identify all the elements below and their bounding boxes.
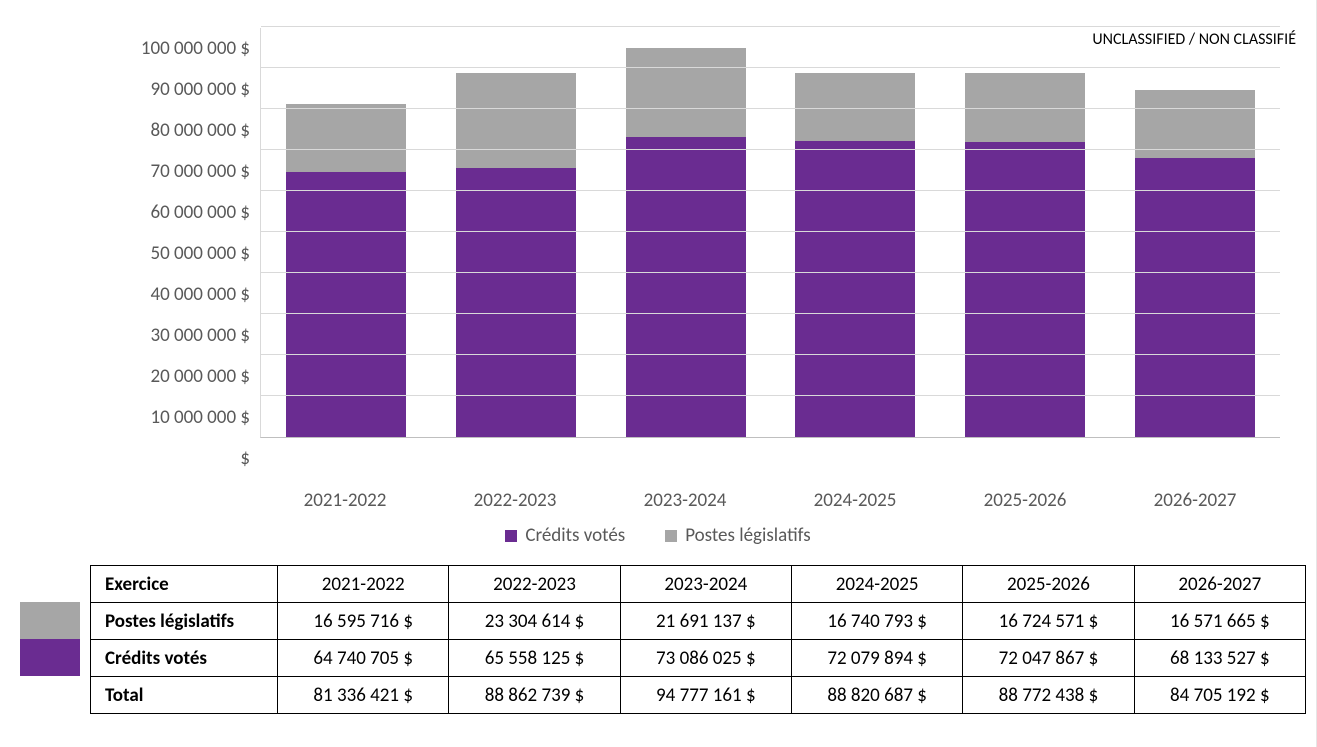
table-cell: 88 862 739 $ xyxy=(449,677,620,714)
table-row: Crédits votés 64 740 705 $ 65 558 125 $ … xyxy=(91,640,1306,677)
x-tick: 2023-2024 xyxy=(625,489,745,512)
bar-group xyxy=(965,73,1085,437)
table-row-label: Crédits votés xyxy=(91,640,278,677)
table-row-label: Total xyxy=(91,677,278,714)
plot-area xyxy=(260,28,1280,438)
table-cell: 88 772 438 $ xyxy=(963,677,1134,714)
y-tick: 50 000 000 $ xyxy=(150,233,260,274)
table-cell: 16 724 571 $ xyxy=(963,603,1134,640)
bar-group xyxy=(456,73,576,437)
legend-swatch-icon xyxy=(665,530,677,542)
bar-group xyxy=(626,48,746,437)
gridline xyxy=(261,231,1280,232)
gridline xyxy=(261,67,1280,68)
data-table: Exercice 2021-2022 2022-2023 2023-2024 2… xyxy=(90,565,1306,714)
gridline xyxy=(261,354,1280,355)
table-cell: 72 047 867 $ xyxy=(963,640,1134,677)
legend-label: Crédits votés xyxy=(525,524,625,547)
chart-area: 100 000 000 $ 90 000 000 $ 80 000 000 $ … xyxy=(90,28,1306,479)
legend-item-credits: Crédits votés xyxy=(505,524,625,547)
table-cell: 65 558 125 $ xyxy=(449,640,620,677)
table-cell: 88 820 687 $ xyxy=(791,677,962,714)
table-header-col: 2022-2023 xyxy=(449,566,620,603)
x-tick: 2024-2025 xyxy=(795,489,915,512)
gridline xyxy=(261,395,1280,396)
x-tick: 2021-2022 xyxy=(285,489,405,512)
table-cell: 81 336 421 $ xyxy=(278,677,449,714)
bar-group xyxy=(1135,90,1255,437)
swatch-spacer xyxy=(20,565,80,602)
bar-segment xyxy=(456,73,576,169)
table-row-swatches xyxy=(20,565,80,714)
x-tick: 2025-2026 xyxy=(965,489,1085,512)
y-tick: 40 000 000 $ xyxy=(150,274,260,315)
y-tick: 60 000 000 $ xyxy=(150,192,260,233)
bar-segment xyxy=(286,172,406,437)
table-cell: 84 705 192 $ xyxy=(1134,677,1305,714)
table-header-col: 2024-2025 xyxy=(791,566,962,603)
bar-segment xyxy=(965,142,1085,437)
bar-segment xyxy=(626,137,746,437)
table-row-label: Postes législatifs xyxy=(91,603,278,640)
legend: Crédits votés Postes législatifs xyxy=(10,524,1306,547)
gridline xyxy=(261,108,1280,109)
table-row: Total 81 336 421 $ 88 862 739 $ 94 777 1… xyxy=(91,677,1306,714)
y-tick: 70 000 000 $ xyxy=(150,151,260,192)
gridline xyxy=(261,26,1280,27)
table-row-swatch xyxy=(20,676,80,713)
x-tick: 2026-2027 xyxy=(1135,489,1255,512)
bar-segment xyxy=(1135,90,1255,158)
x-tick: 2022-2023 xyxy=(455,489,575,512)
table-header-col: 2026-2027 xyxy=(1134,566,1305,603)
y-tick: $ xyxy=(240,438,260,479)
table-header-row: Exercice 2021-2022 2022-2023 2023-2024 2… xyxy=(91,566,1306,603)
table-header-col: 2023-2024 xyxy=(620,566,791,603)
x-axis: 2021-2022 2022-2023 2023-2024 2024-2025 … xyxy=(260,489,1280,512)
gridline xyxy=(261,149,1280,150)
gridline xyxy=(261,313,1280,314)
legend-item-postes: Postes législatifs xyxy=(665,524,810,547)
y-tick: 10 000 000 $ xyxy=(150,397,260,438)
legend-label: Postes législatifs xyxy=(685,524,810,547)
table-header-col: 2025-2026 xyxy=(963,566,1134,603)
table-cell: 68 133 527 $ xyxy=(1134,640,1305,677)
table-area: Exercice 2021-2022 2022-2023 2023-2024 2… xyxy=(20,565,1306,714)
bar-group xyxy=(795,73,915,437)
y-tick: 100 000 000 $ xyxy=(141,28,260,69)
y-tick: 30 000 000 $ xyxy=(150,315,260,356)
table-cell: 94 777 161 $ xyxy=(620,677,791,714)
table-row: Postes législatifs 16 595 716 $ 23 304 6… xyxy=(91,603,1306,640)
y-axis: 100 000 000 $ 90 000 000 $ 80 000 000 $ … xyxy=(90,28,260,479)
bars-container xyxy=(261,28,1280,437)
table-cell: 64 740 705 $ xyxy=(278,640,449,677)
table-cell: 16 571 665 $ xyxy=(1134,603,1305,640)
y-tick: 20 000 000 $ xyxy=(150,356,260,397)
table-row-swatch xyxy=(20,639,80,676)
table-cell: 72 079 894 $ xyxy=(791,640,962,677)
table-cell: 21 691 137 $ xyxy=(620,603,791,640)
bar-segment xyxy=(286,104,406,172)
page-root: UNCLASSIFIED / NON CLASSIFIÉ 100 000 000… xyxy=(0,0,1317,747)
bar-segment xyxy=(626,48,746,137)
table-row-swatch xyxy=(20,602,80,639)
table-header-col: 2021-2022 xyxy=(278,566,449,603)
legend-swatch-icon xyxy=(505,530,517,542)
table-cell: 16 740 793 $ xyxy=(791,603,962,640)
bar-segment xyxy=(795,141,915,437)
gridline xyxy=(261,272,1280,273)
gridline xyxy=(261,190,1280,191)
y-tick: 90 000 000 $ xyxy=(150,69,260,110)
table-cell: 23 304 614 $ xyxy=(449,603,620,640)
table-cell: 73 086 025 $ xyxy=(620,640,791,677)
table-header-exercice: Exercice xyxy=(91,566,278,603)
table-cell: 16 595 716 $ xyxy=(278,603,449,640)
bar-segment xyxy=(456,168,576,437)
bar-group xyxy=(286,104,406,437)
y-tick: 80 000 000 $ xyxy=(150,110,260,151)
